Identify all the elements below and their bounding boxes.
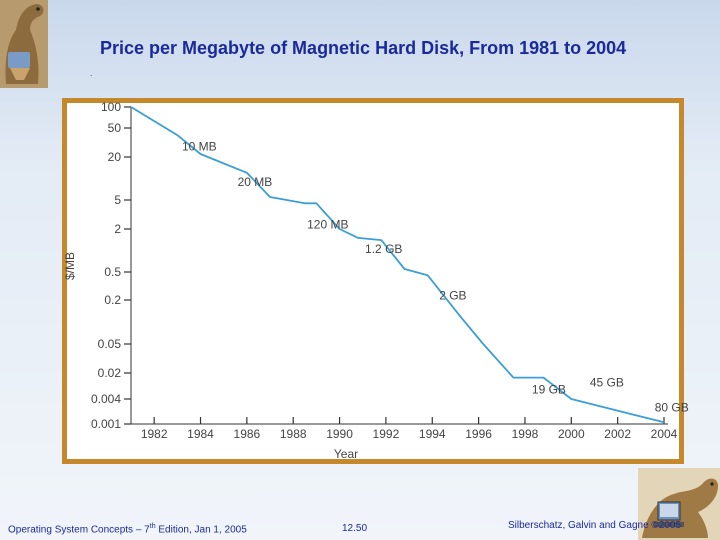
y-tick-label: 20 xyxy=(108,150,122,164)
footer-course-prefix: Operating System Concepts – 7 xyxy=(8,524,150,536)
dinosaur-logo-icon xyxy=(0,0,48,88)
y-tick-label: 2 xyxy=(114,222,121,236)
capacity-annotation: 45 GB xyxy=(590,376,624,390)
y-tick-label: 50 xyxy=(108,121,122,135)
dinosaur-computer-logo-icon xyxy=(638,468,720,540)
footer-page-number: 12.50 xyxy=(342,523,368,534)
y-tick-label: 0.5 xyxy=(104,265,121,279)
y-tick-label: 100 xyxy=(101,100,121,114)
x-tick-label: 2004 xyxy=(651,427,678,441)
y-axis-label: $/MB xyxy=(63,252,77,280)
x-tick-label: 1994 xyxy=(419,427,446,441)
slide-title: Price per Megabyte of Magnetic Hard Disk… xyxy=(100,38,627,58)
x-tick-label: 1990 xyxy=(326,427,353,441)
y-tick-label: 5 xyxy=(114,193,121,207)
x-tick-label: 1984 xyxy=(187,427,214,441)
footer-copyright: Silberschatz, Galvin and Gagne ©2005 xyxy=(508,520,682,531)
x-tick-label: 1992 xyxy=(373,427,400,441)
x-tick-label: 2000 xyxy=(558,427,585,441)
decorative-dot: . xyxy=(90,68,93,78)
x-tick-label: 1986 xyxy=(234,427,261,441)
y-tick-label: 0.2 xyxy=(104,293,121,307)
x-tick-label: 2002 xyxy=(604,427,631,441)
y-tick-label: 0.004 xyxy=(91,392,121,406)
y-tick-label: 0.05 xyxy=(98,337,122,351)
capacity-annotation: 120 MB xyxy=(307,218,348,232)
y-tick-label: 0.02 xyxy=(98,366,122,380)
capacity-annotation: 80 GB xyxy=(655,400,689,414)
footer-course-sup: th xyxy=(149,523,156,530)
capacity-annotation: 10 MB xyxy=(182,139,217,153)
capacity-annotation: 2 GB xyxy=(439,289,466,303)
chart-frame xyxy=(62,98,684,464)
x-tick-label: 1988 xyxy=(280,427,307,441)
y-tick-label: 0.001 xyxy=(91,417,121,431)
x-tick-label: 1996 xyxy=(465,427,492,441)
x-tick-label: 1998 xyxy=(512,427,539,441)
footer-course-suffix: Edition, Jan 1, 2005 xyxy=(155,524,247,536)
capacity-annotation: 19 GB xyxy=(532,383,566,397)
capacity-annotation: 20 MB xyxy=(238,175,273,189)
x-tick-label: 1982 xyxy=(141,427,168,441)
capacity-annotation: 1.2 GB xyxy=(365,242,402,256)
price-line-series xyxy=(130,106,665,424)
footer-course-title: Operating System Concepts – 7th Edition,… xyxy=(8,523,247,535)
x-axis-label: Year xyxy=(334,447,358,461)
